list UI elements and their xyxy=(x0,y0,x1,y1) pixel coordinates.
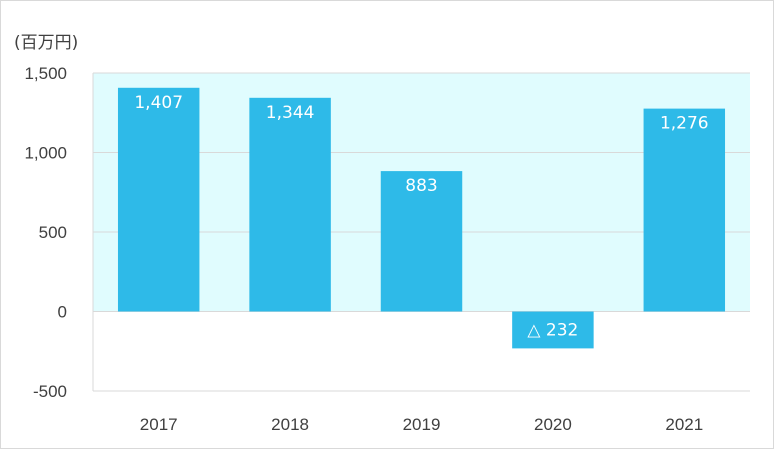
bar xyxy=(249,97,331,312)
data-label: 1,276 xyxy=(660,114,709,134)
y-axis-unit-label: (百万円) xyxy=(14,33,79,53)
x-tick-label: 2019 xyxy=(403,415,441,434)
x-tick-label: 2018 xyxy=(271,415,309,434)
bar xyxy=(512,311,594,349)
y-tick-label: -500 xyxy=(33,382,67,401)
data-label: 1,407 xyxy=(134,93,183,113)
bar xyxy=(117,87,200,312)
bar xyxy=(643,108,726,312)
data-label: 1,344 xyxy=(266,103,315,123)
y-tick-label: 1,000 xyxy=(24,144,67,163)
x-tick-label: 2017 xyxy=(140,415,178,434)
y-tick-label: 500 xyxy=(39,223,67,242)
bar xyxy=(380,171,463,312)
y-tick-label: 0 xyxy=(58,303,67,322)
x-tick-label: 2020 xyxy=(534,415,572,434)
x-tick-label: 2021 xyxy=(665,415,703,434)
y-tick-label: 1,500 xyxy=(24,64,67,83)
data-label: 883 xyxy=(405,176,437,196)
data-label: △ 232 xyxy=(527,321,578,341)
